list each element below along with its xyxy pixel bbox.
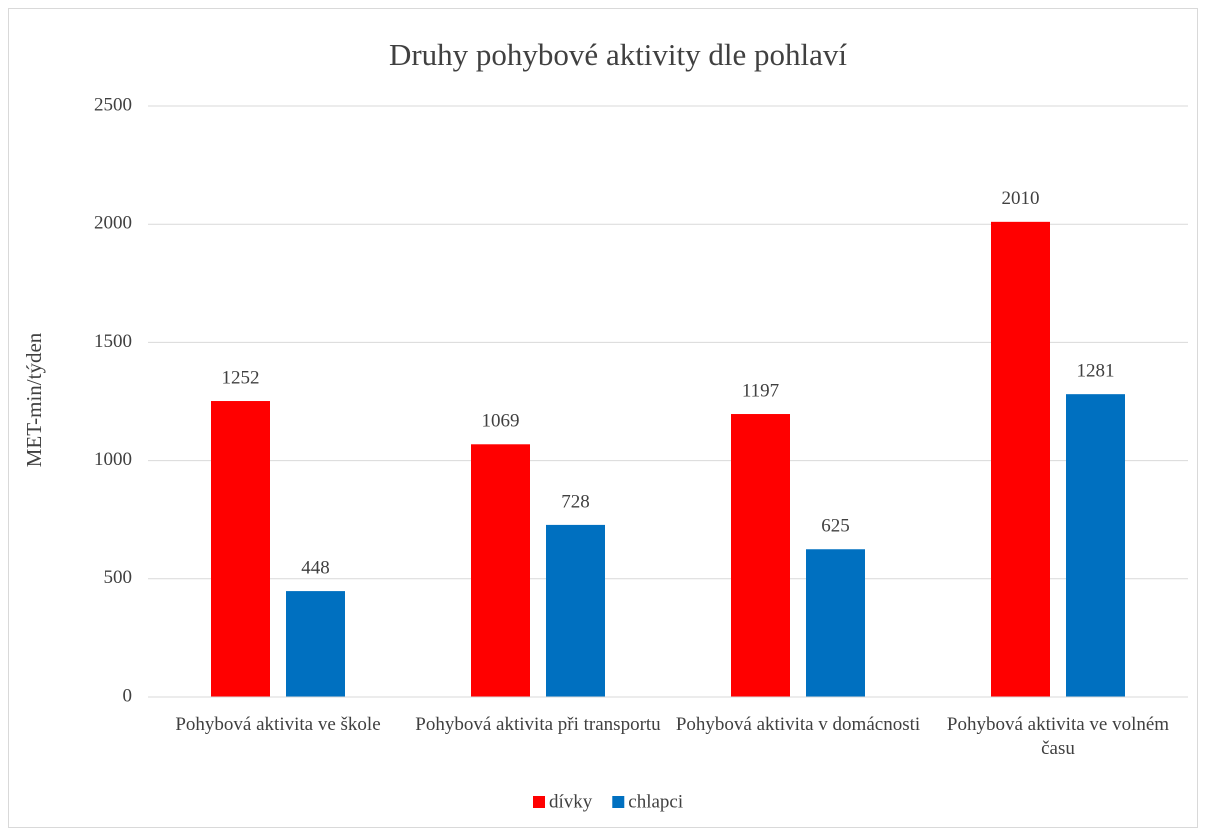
legend-swatch — [612, 796, 625, 808]
legend-label: dívky — [549, 791, 593, 812]
data-label: 728 — [561, 491, 590, 512]
y-tick-label: 2500 — [94, 94, 132, 115]
chart-title: Druhy pohybové aktivity dle pohlaví — [389, 37, 847, 72]
bar — [471, 444, 530, 697]
bar — [286, 591, 345, 697]
bar — [1066, 394, 1125, 697]
legend-label: chlapci — [628, 791, 683, 812]
data-label: 1281 — [1077, 361, 1115, 382]
y-tick-label: 1000 — [94, 449, 132, 470]
x-tick-label: Pohybová aktivita při transportu — [415, 714, 661, 735]
y-tick-label: 500 — [104, 567, 133, 588]
y-tick-label: 0 — [123, 685, 133, 706]
data-label: 2010 — [1002, 188, 1040, 209]
y-axis-label: MET-min/týden — [22, 332, 46, 467]
bar — [806, 549, 865, 697]
data-label: 448 — [301, 557, 330, 578]
y-tick-label: 2000 — [94, 213, 132, 234]
x-tick-label: Pohybová aktivita ve volném času — [946, 714, 1170, 759]
data-label: 1252 — [222, 367, 260, 388]
data-label: 1069 — [482, 411, 520, 432]
data-label: 1197 — [742, 380, 779, 401]
bar — [731, 414, 790, 697]
legend-swatch — [533, 796, 545, 808]
x-tick-label: Pohybová aktivita ve škole — [175, 714, 381, 735]
bar — [546, 524, 605, 697]
bar — [211, 401, 270, 697]
x-tick-label: Pohybová aktivita v domácnosti — [675, 714, 921, 735]
y-tick-label: 1500 — [94, 331, 132, 352]
bar — [991, 221, 1050, 697]
data-label: 625 — [821, 516, 850, 537]
